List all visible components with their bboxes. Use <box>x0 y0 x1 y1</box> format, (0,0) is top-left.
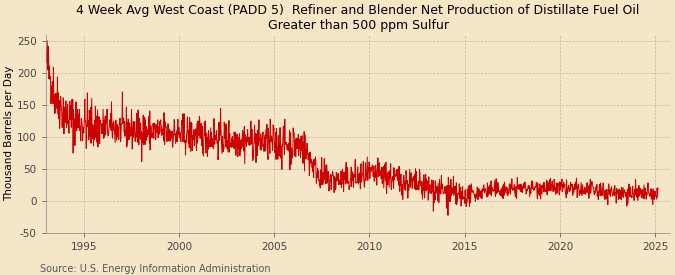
Title: 4 Week Avg West Coast (PADD 5)  Refiner and Blender Net Production of Distillate: 4 Week Avg West Coast (PADD 5) Refiner a… <box>76 4 640 32</box>
Y-axis label: Thousand Barrels per Day: Thousand Barrels per Day <box>4 66 14 201</box>
Text: Source: U.S. Energy Information Administration: Source: U.S. Energy Information Administ… <box>40 264 271 274</box>
